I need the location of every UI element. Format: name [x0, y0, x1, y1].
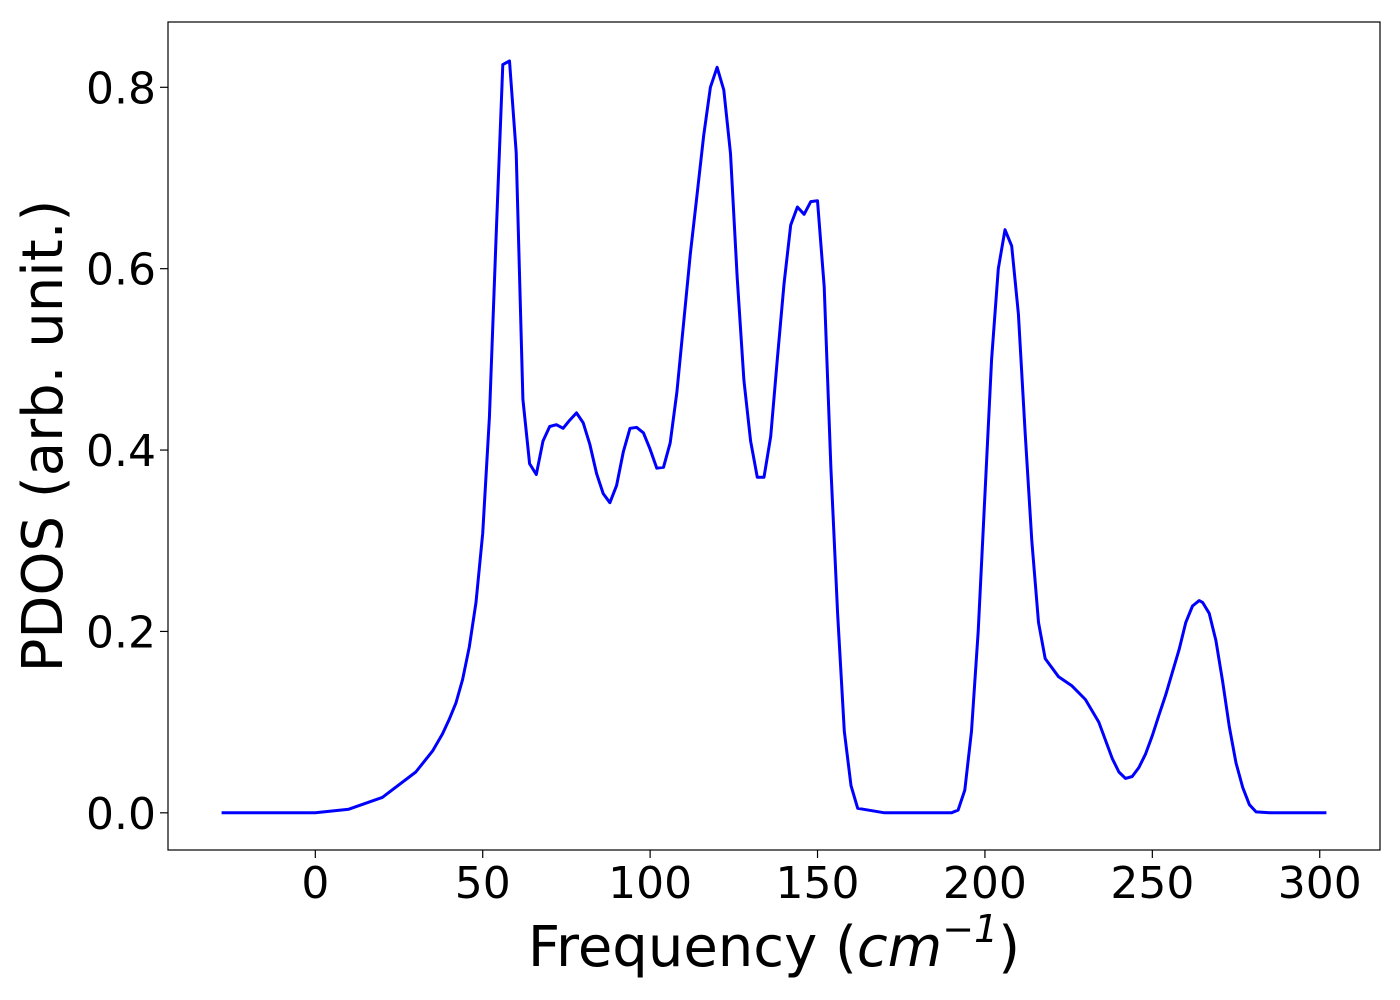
- x-tick-label: 0: [301, 858, 329, 909]
- y-axis-label: PDOS (arb. unit.): [11, 200, 76, 673]
- x-axis: 0 50 100 150 200 250 300: [301, 850, 1362, 909]
- x-axis-label: Frequency (cm−1): [528, 907, 1020, 980]
- x-tick-label: 250: [1110, 858, 1194, 909]
- plot-area: [167, 21, 1381, 851]
- y-tick-label: 0.6: [86, 245, 156, 296]
- y-tick-label: 0.0: [86, 789, 156, 840]
- pdos-series-line: [221, 59, 1327, 815]
- x-tick-label: 300: [1278, 858, 1362, 909]
- y-axis: 0.0 0.2 0.4 0.6 0.8: [86, 63, 168, 840]
- y-tick-label: 0.8: [86, 63, 156, 114]
- x-tick-label: 100: [608, 858, 692, 909]
- x-tick-label: 200: [943, 858, 1027, 909]
- x-tick-label: 150: [776, 858, 860, 909]
- x-tick-label: 50: [455, 858, 511, 909]
- y-tick-label: 0.2: [86, 607, 156, 658]
- y-tick-label: 0.4: [86, 426, 156, 477]
